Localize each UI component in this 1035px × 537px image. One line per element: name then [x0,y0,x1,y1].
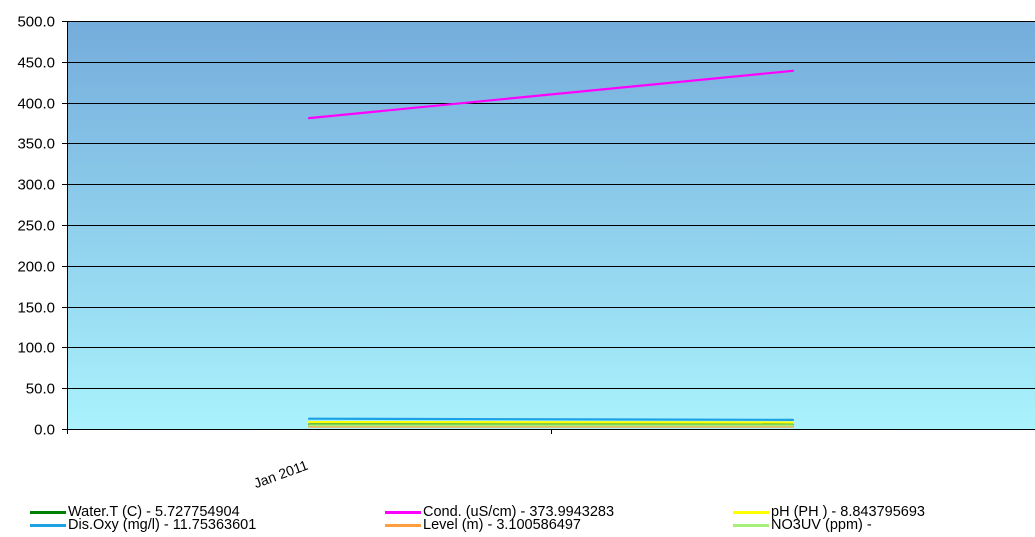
legend-swatch [385,524,421,527]
legend-label: Dis.Oxy (mg/l) - 11.75363601 [68,517,256,533]
legend: Water.T (C) - 5.727754904 Cond. (uS/cm) … [0,504,1035,537]
y-tick-label: 250.0 [17,218,55,235]
y-tick-label: 500.0 [17,14,55,31]
y-tick-label: 300.0 [17,177,55,194]
y-tick-label: 0.0 [34,422,55,439]
y-tick-label: 100.0 [17,340,55,357]
y-tick-label: 50.0 [26,381,55,398]
y-tick-label: 400.0 [17,96,55,113]
legend-swatch [385,511,421,514]
y-tick-label: 450.0 [17,55,55,72]
legend-swatch [733,511,769,514]
y-tick-label: 150.0 [17,300,55,317]
legend-swatch [733,524,769,527]
y-tick-label: 200.0 [17,259,55,276]
y-axis-ticks: 0.0 50.0 100.0 150.0 200.0 250.0 300.0 350.0 400… [17,14,67,439]
y-tick-label: 350.0 [17,136,55,153]
legend-swatch [30,524,66,527]
legend-label: NO3UV (ppm) - [771,517,872,533]
legend-swatch [30,511,66,514]
x-tick-label: Jan 2011 [251,457,310,491]
series-line [309,419,793,420]
line-chart: 0.0 50.0 100.0 150.0 200.0 250.0 300.0 350.0 400… [0,0,1035,505]
legend-label: Level (m) - 3.100586497 [423,517,581,533]
